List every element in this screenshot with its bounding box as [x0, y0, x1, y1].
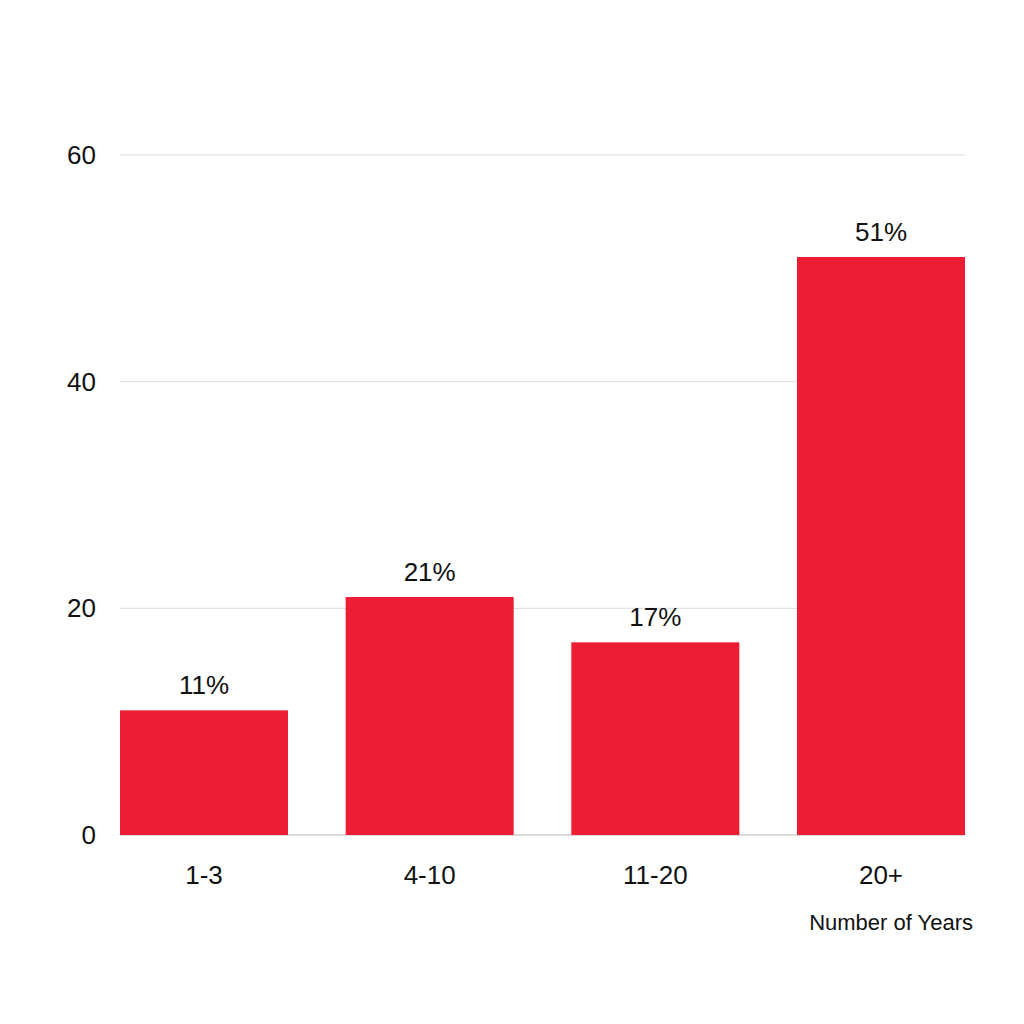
y-tick-label: 40	[67, 367, 96, 397]
bars	[120, 257, 965, 835]
y-tick-label: 60	[67, 140, 96, 170]
x-tick-label: 4-10	[404, 860, 456, 890]
chart-svg: 0 20 40 60 11% 1-3 21% 4-10 17% 11-20 51% 20+ Number…	[0, 0, 1024, 1024]
bar	[346, 597, 514, 835]
labels: 11% 1-3 21% 4-10 17% 11-20 51% 20+	[179, 217, 907, 890]
x-tick-label: 20+	[859, 860, 903, 890]
bar	[120, 710, 288, 835]
data-label: 21%	[404, 557, 456, 587]
y-tick-label: 0	[82, 820, 96, 850]
bar	[571, 642, 739, 835]
y-tick-label: 20	[67, 593, 96, 623]
chart-container: 0 20 40 60 11% 1-3 21% 4-10 17% 11-20 51% 20+ Number…	[0, 0, 1024, 1024]
x-tick-label: 1-3	[185, 860, 223, 890]
grid	[120, 155, 965, 835]
x-axis-label: Number of Years	[809, 910, 973, 935]
data-label: 17%	[629, 602, 681, 632]
data-label: 51%	[855, 217, 907, 247]
x-tick-label: 11-20	[623, 860, 688, 890]
data-label: 11%	[179, 670, 229, 700]
bar	[797, 257, 965, 835]
grid-line	[120, 155, 965, 156]
background	[0, 0, 1024, 1024]
